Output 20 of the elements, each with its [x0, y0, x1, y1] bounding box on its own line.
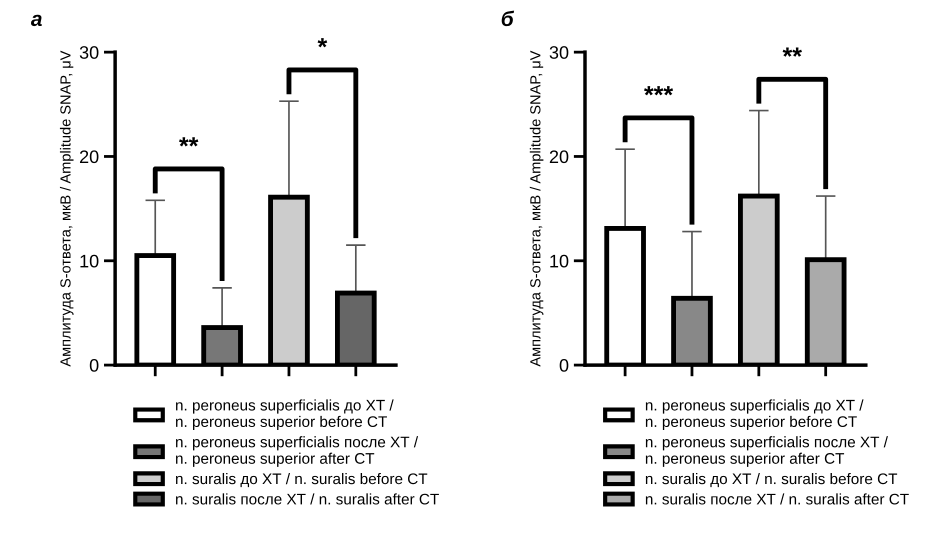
legend-label: n. suralis до ХТ / n. suralis before CT: [176, 472, 428, 488]
y-tick-label: 20: [550, 150, 568, 164]
y-tick-label: 10: [80, 254, 98, 268]
legend-label: n. suralis после ХТ / n. suralis after CT: [176, 493, 439, 505]
annotation: **: [782, 48, 802, 57]
y-axis-title: Амплитуда S-ответа, мкВ / Amplitude SNAP, μV: [530, 50, 544, 367]
y-tick-label: 20: [80, 150, 98, 164]
y-tick-label: 0: [560, 359, 568, 372]
chart-title: а: [30, 14, 42, 26]
annotation: ***: [644, 86, 674, 96]
text: *: [318, 38, 328, 48]
legend-label: n. suralis после ХТ / n. suralis after CT: [646, 493, 909, 505]
y-axis-title: Амплитуда S-ответа, мкВ / Amplitude SNAP, μV: [60, 50, 74, 367]
annotation: **: [179, 137, 198, 147]
chart-title: б: [502, 10, 514, 26]
y-tick-label: 30: [550, 46, 568, 59]
y-tick-label: 30: [80, 46, 98, 59]
y-tick-label: 10: [550, 254, 568, 268]
y-tick-label: 0: [90, 359, 98, 372]
legend-label: n. suralis до ХТ / n. suralis before CT: [646, 472, 898, 488]
